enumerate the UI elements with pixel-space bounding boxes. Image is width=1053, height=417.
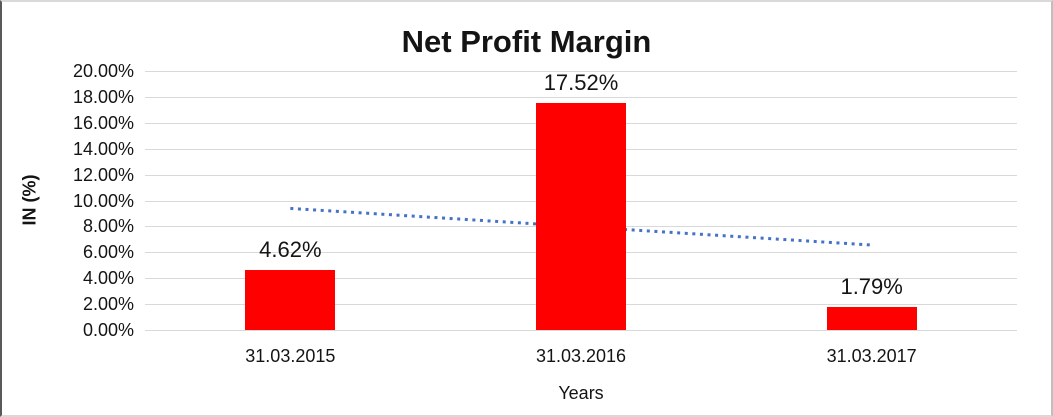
y-tick-label: 4.00% (82, 268, 134, 289)
bar-value-label: 1.79% (840, 274, 903, 299)
x-tick-label: 31.03.2015 (245, 346, 336, 366)
bar-value-label: 17.52% (543, 70, 619, 95)
bar-31.03.2016 (536, 103, 626, 330)
y-tick-label: 10.00% (72, 190, 134, 211)
plot-area: 4.62% 17.52% 1.79% (145, 70, 1017, 331)
x-tick-label: 31.03.2016 (535, 346, 627, 366)
y-tick-label: 20.00% (72, 61, 134, 81)
y-tick-label: 18.00% (72, 86, 134, 107)
gridline (145, 96, 1017, 98)
y-tick-label: 0.00% (82, 320, 134, 340)
y-tick-label: 6.00% (82, 242, 134, 263)
chart-title: Net Profit Margin (401, 24, 652, 59)
y-tick-label: 12.00% (72, 164, 134, 185)
y-axis-tick-labels: 0.00% 2.00% 4.00% 6.00% 8.00% 10.00% 12.00% 14.… (2, 61, 134, 340)
bar-value-label: 4.62% (259, 237, 322, 262)
y-tick-label: 2.00% (82, 294, 134, 315)
gridline (145, 329, 1017, 331)
x-tick-label: 31.03.2017 (826, 346, 917, 366)
x-axis-title: Years (558, 383, 604, 403)
gridline (145, 70, 1017, 72)
x-axis-tick-labels: 31.03.2015 31.03.2016 31.03.2017 (145, 346, 1017, 370)
y-tick-label: 16.00% (72, 112, 134, 133)
y-tick-label: 14.00% (72, 138, 134, 159)
bar-31.03.2017 (826, 307, 917, 330)
y-tick-label: 8.00% (82, 216, 134, 237)
bar-31.03.2015 (245, 270, 336, 330)
